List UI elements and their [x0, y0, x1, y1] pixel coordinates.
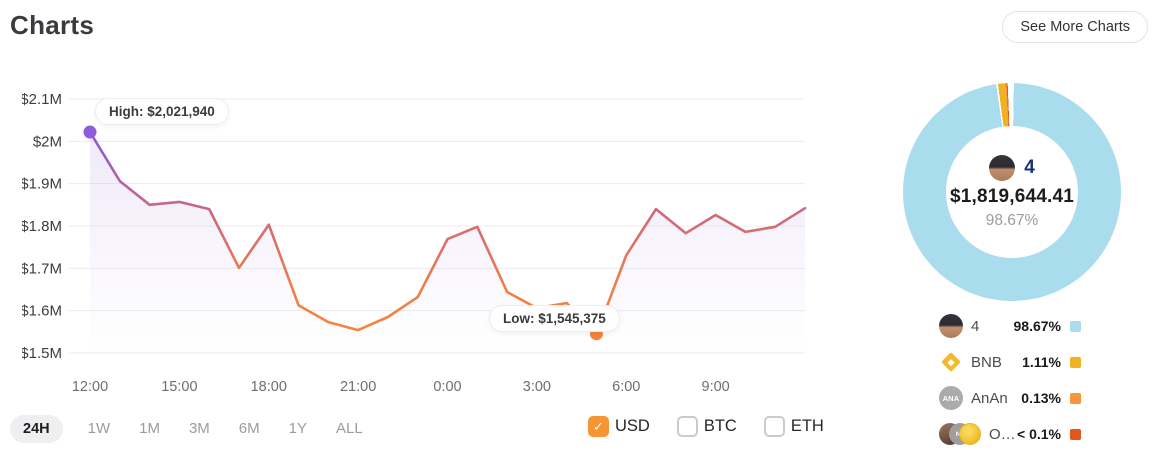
anan-avatar: ANA — [939, 386, 963, 410]
portfolio-amount: $1,819,644.41 — [949, 185, 1075, 207]
range-1m-button[interactable]: 1M — [135, 414, 164, 443]
legend-name: O… — [989, 425, 1016, 443]
legend-percent: 1.11% — [1022, 354, 1061, 370]
y-axis-label: $1.6M — [22, 303, 62, 320]
x-axis-label: 3:00 — [523, 379, 551, 395]
checkbox-checked-icon[interactable]: ✓ — [588, 416, 609, 437]
currency-eth-checkbox[interactable]: ETH — [763, 416, 824, 437]
legend-color-swatch — [1070, 356, 1081, 368]
currency-label: ETH — [790, 417, 824, 435]
legend-percent: < 0.1% — [1017, 426, 1061, 442]
price-line — [88, 130, 807, 336]
x-axis-label: 18:00 — [251, 379, 287, 395]
line-chart-svg[interactable]: $2.1M $2M $1.9M $1.8M $1.7M $1.6M $1.5M 12:00 15… — [20, 88, 814, 400]
holder-avatar — [939, 314, 963, 338]
holder-avatar — [989, 154, 1016, 181]
x-axis-label: 0:00 — [433, 379, 461, 395]
x-axis-label: 9:00 — [702, 379, 730, 395]
high-tooltip: High: $2,021,940 — [95, 98, 229, 125]
donut-center: 4 $1,819,644.41 98.67% — [946, 126, 1078, 258]
portfolio-donut-chart[interactable]: 4 $1,819,644.41 98.67% — [903, 83, 1121, 301]
legend-row[interactable]: 4 98.67% — [939, 314, 1081, 338]
checkbox-unchecked-icon[interactable] — [676, 416, 698, 437]
y-axis-label: $1.7M — [22, 260, 62, 277]
range-6m-button[interactable]: 6M — [235, 414, 264, 443]
donut-legend: 4 98.67% BNB 1.11% ANA AnAn 0.13% N# O…< 0.1% — [939, 314, 1081, 457]
low-tooltip: Low: $1,545,375 — [489, 305, 620, 332]
currency-label: USD — [615, 417, 650, 435]
legend-percent: 98.67% — [1013, 318, 1061, 334]
legend-name: 4 — [971, 317, 980, 335]
x-axis-label: 6:00 — [612, 379, 640, 395]
legend-row[interactable]: BNB 1.11% — [939, 350, 1081, 374]
y-axis-label: $1.9M — [22, 176, 62, 193]
see-more-charts-button[interactable]: See More Charts — [1002, 11, 1148, 43]
y-axis-label: $2.1M — [22, 91, 62, 108]
range-3m-button[interactable]: 3M — [185, 414, 214, 443]
legend-color-swatch — [1070, 428, 1081, 440]
y-axis-label: $2M — [33, 133, 62, 150]
range-all-button[interactable]: ALL — [332, 414, 367, 443]
holder-count: 4 — [1024, 156, 1035, 178]
legend-row[interactable]: ANA AnAn 0.13% — [939, 386, 1081, 410]
price-line-chart[interactable]: $2.1M $2M $1.9M $1.8M $1.7M $1.6M $1.5M 12:00 15… — [20, 88, 814, 400]
portfolio-percent: 98.67% — [985, 211, 1039, 229]
range-1w-button[interactable]: 1W — [84, 414, 115, 443]
legend-color-swatch — [1070, 392, 1081, 404]
currency-selector: ✓ USD BTC ETH — [588, 416, 824, 437]
currency-usd-checkbox[interactable]: ✓ USD — [588, 416, 650, 437]
currency-label: BTC — [703, 417, 737, 435]
legend-name: AnAn — [971, 389, 1008, 407]
time-range-selector: 24H 1W 1M 3M 6M 1Y ALL — [10, 414, 367, 443]
page-title: Charts — [10, 10, 95, 40]
checkbox-unchecked-icon[interactable] — [763, 416, 785, 437]
x-axis-label: 15:00 — [161, 379, 197, 395]
legend-name: BNB — [971, 353, 1002, 371]
currency-btc-checkbox[interactable]: BTC — [676, 416, 737, 437]
x-axis-label: 21:00 — [340, 379, 376, 395]
y-axis-label: $1.5M — [22, 345, 62, 362]
legend-color-swatch — [1070, 320, 1081, 332]
range-1y-button[interactable]: 1Y — [285, 414, 311, 443]
y-axis-label: $1.8M — [22, 218, 62, 235]
group-avatars-icon: N# — [939, 422, 981, 446]
high-point-dot[interactable] — [83, 125, 97, 139]
legend-percent: 0.13% — [1021, 390, 1061, 406]
x-axis-label: 12:00 — [72, 379, 108, 395]
area-fill — [90, 132, 805, 353]
range-24h-button[interactable]: 24H — [10, 414, 63, 443]
bnb-icon — [939, 350, 963, 374]
legend-row[interactable]: N# O…< 0.1% — [939, 422, 1081, 446]
